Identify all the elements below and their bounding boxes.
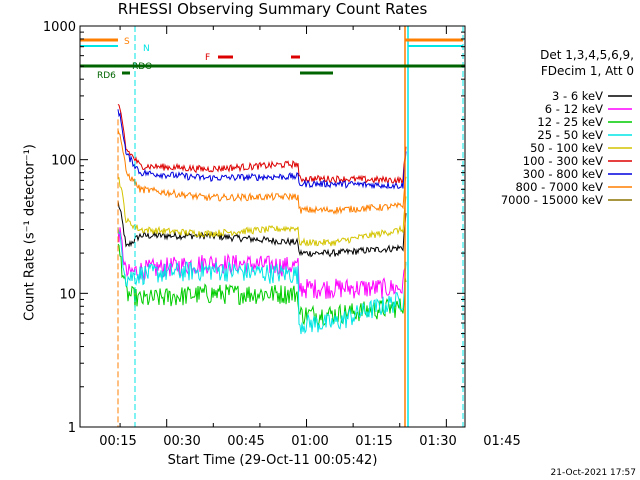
axis-layer	[79, 25, 466, 428]
x-tick-label: 01:30	[419, 434, 456, 449]
legend-entry-label: 800 - 7000 keV	[515, 180, 603, 194]
legend-entry-label: 300 - 800 keV	[523, 167, 603, 181]
status-flag-label-f: F	[205, 53, 210, 63]
series-line-4	[117, 177, 407, 247]
legend-entry-label: 50 - 100 keV	[530, 141, 603, 155]
x-tick-label: 00:45	[227, 434, 264, 449]
legend-entry-label: 12 - 25 keV	[537, 115, 603, 129]
status-flag-label-s: S	[124, 37, 130, 47]
legend-entry-label: 6 - 12 keV	[545, 102, 603, 116]
legend-entry-label: 100 - 300 keV	[523, 154, 603, 168]
label-layer: 1 10 100 1000 00:15 00:30 00:45 01:00 01:15 01:30…	[43, 20, 632, 449]
series-line-3	[117, 227, 407, 335]
x-tick-label: 00:15	[99, 434, 136, 449]
y-tick-label: 1	[68, 421, 76, 436]
series-line-6	[117, 109, 407, 190]
x-tick-label: 01:15	[355, 434, 392, 449]
status-flag-label-rd6: RD6	[97, 71, 116, 81]
y-tick-label: 1000	[43, 20, 76, 35]
status-flag-label-rdo: RDO	[132, 62, 152, 72]
x-tick-label: 01:45	[483, 434, 520, 449]
x-tick-label: 00:30	[163, 434, 200, 449]
y-tick-label: 10	[59, 287, 76, 302]
series-line-5	[117, 104, 407, 186]
series-line-7	[117, 130, 407, 216]
legend-entry-label: 25 - 50 keV	[537, 128, 603, 142]
legend-entry-label: 7000 - 15000 keV	[501, 193, 603, 207]
plot-frame	[79, 25, 466, 428]
status-flag-label-n: N	[143, 44, 150, 54]
y-tick-label: 100	[51, 154, 76, 169]
legend-entry-label: 3 - 6 keV	[552, 89, 603, 103]
series-line-0	[117, 200, 407, 258]
x-tick-label: 01:00	[291, 434, 328, 449]
data-layer	[80, 26, 465, 427]
